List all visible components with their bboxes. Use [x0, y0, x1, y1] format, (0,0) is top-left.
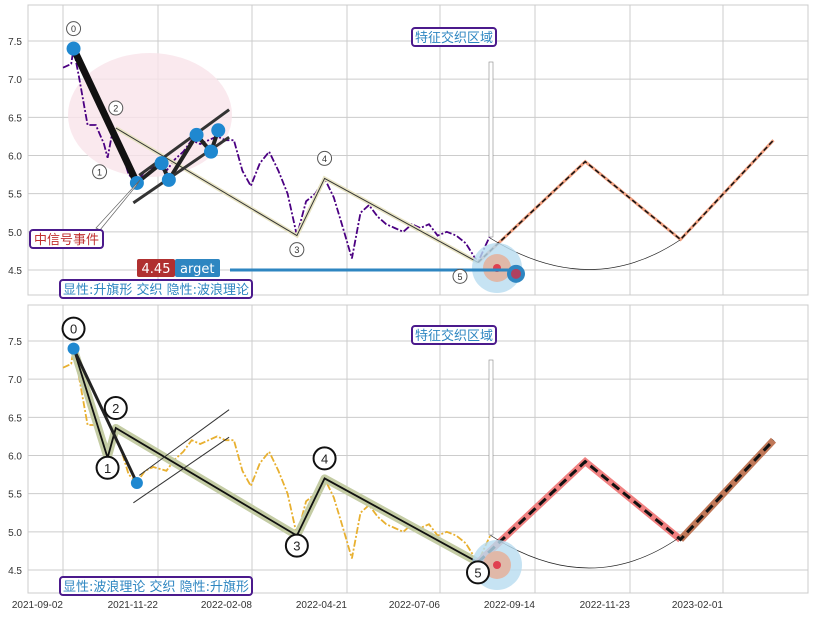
target-value-box: [137, 259, 175, 277]
x-tick-label: 2022-07-06: [389, 600, 441, 611]
wave-label: 5: [457, 272, 462, 282]
wave-start-point: [66, 41, 81, 56]
x-tick-label: 2023-02-01: [672, 600, 724, 611]
wave-label-circle: [289, 242, 305, 258]
x-tick-label: 2022-02-08: [201, 600, 253, 611]
wave-label-circle: [95, 455, 120, 480]
y-tick-label: 4.5: [8, 566, 22, 577]
wave-label-circle: [284, 533, 309, 558]
y-tick-label: 4.5: [8, 266, 22, 277]
wave-label: 4: [322, 154, 327, 164]
flag-start-point: [130, 476, 143, 489]
y-tick-label: 5.5: [8, 190, 22, 201]
wave-label: 2: [112, 401, 119, 416]
flag-point: [154, 156, 169, 171]
wave-label: 5: [474, 565, 481, 580]
wave-label-circle: [108, 100, 124, 116]
wave-line: [72, 348, 479, 564]
flag-channel-upper: [138, 108, 230, 177]
pointer-arrow: [488, 61, 494, 238]
wave-label: 1: [104, 461, 111, 476]
y-tick-label: 7.5: [8, 37, 22, 48]
pattern-annotation-box: [59, 576, 253, 596]
wave-label-circle: [92, 164, 108, 180]
signal-annotation-box: [29, 229, 104, 249]
flag-channel-lower: [133, 436, 230, 504]
zone-annotation: 特征交织区域: [415, 30, 493, 46]
flag-channel-upper: [138, 409, 230, 476]
target-point-core: [511, 268, 521, 279]
pattern-annotation-box: [59, 279, 253, 299]
wave-label-circle: [317, 150, 333, 166]
y-tick-label: 5.5: [8, 490, 22, 501]
zone-annotation-box: [411, 325, 497, 345]
wave-label: 0: [70, 322, 77, 337]
wave-label: 3: [294, 245, 299, 255]
y-tick-label: 6.5: [8, 413, 22, 424]
y-tick-label: 6.0: [8, 152, 22, 163]
wave-label-circle: [312, 446, 337, 471]
pointer-arrow: [488, 359, 494, 536]
x-tick-label: 2021-09-02: [12, 600, 64, 611]
zone-annotation-box: [411, 27, 497, 47]
wave-label-circle: [61, 316, 86, 341]
x-axis: 2021-09-02 2021-11-22 2022-02-08 2022-04-21…: [12, 600, 724, 611]
wave-label-circle: [452, 268, 468, 284]
bottom-panel: 4.5 5.0 5.5 6.0 6.5 7.0 7.5 0 1 2 3 4 5 特征交织区域显性:波浪理论…: [8, 304, 809, 596]
x-tick-label: 2021-11-22: [108, 600, 159, 611]
x-tick-label: 2022-11-23: [580, 600, 631, 611]
y-tick-label: 7.0: [8, 375, 22, 386]
projection-dashes: [476, 439, 775, 564]
wave-label-circle: [466, 560, 490, 585]
target-label: arget: [180, 262, 214, 277]
flagpole-line: [72, 347, 139, 484]
y-tick-label: 5.0: [8, 528, 22, 539]
flag-point: [189, 127, 204, 142]
wave-label: 4: [321, 451, 328, 466]
y-tick-label: 7.0: [8, 75, 22, 86]
x-tick-label: 2022-09-14: [484, 600, 536, 611]
wave-label: 1: [97, 167, 102, 177]
wave-line: [115, 127, 479, 263]
pattern-annotation: 显性:升旗形 交织 隐性:波浪理论: [63, 282, 249, 298]
wave-label: 0: [71, 24, 76, 34]
flag-point: [161, 172, 176, 187]
flag-point: [211, 123, 226, 138]
signal-annotation: 中信号事件: [34, 233, 99, 248]
zone-annotation: 特征交织区域: [415, 328, 493, 344]
y-tick-label: 7.5: [8, 337, 22, 348]
wave-label-circle: [103, 396, 128, 421]
wave-label: 3: [293, 539, 300, 554]
wave-label-circle: [66, 21, 82, 37]
target-zone-dot: [493, 561, 501, 569]
wave-label: 2: [113, 104, 118, 114]
y-tick-label: 5.0: [8, 228, 22, 239]
flagpole-line: [70, 47, 141, 185]
projection-dashes: [477, 139, 775, 263]
target-value-label: 4.45: [142, 262, 171, 277]
pattern-annotation: 显性:波浪理论 交织 隐性:升旗形: [63, 579, 249, 595]
flag-point: [204, 144, 219, 159]
wave-start-point: [67, 342, 80, 355]
y-tick-label: 6.0: [8, 452, 22, 463]
highlight-ellipse: [68, 53, 232, 177]
x-tick-label: 2022-04-21: [296, 600, 348, 611]
target-label-box: [175, 259, 220, 277]
top-panel: 4.5 5.0 5.5 6.0 6.5 7.0 7.5 4.45 arget 0 1 2 3 4 5 特征交织…: [8, 4, 809, 299]
y-tick-label: 6.5: [8, 113, 22, 124]
